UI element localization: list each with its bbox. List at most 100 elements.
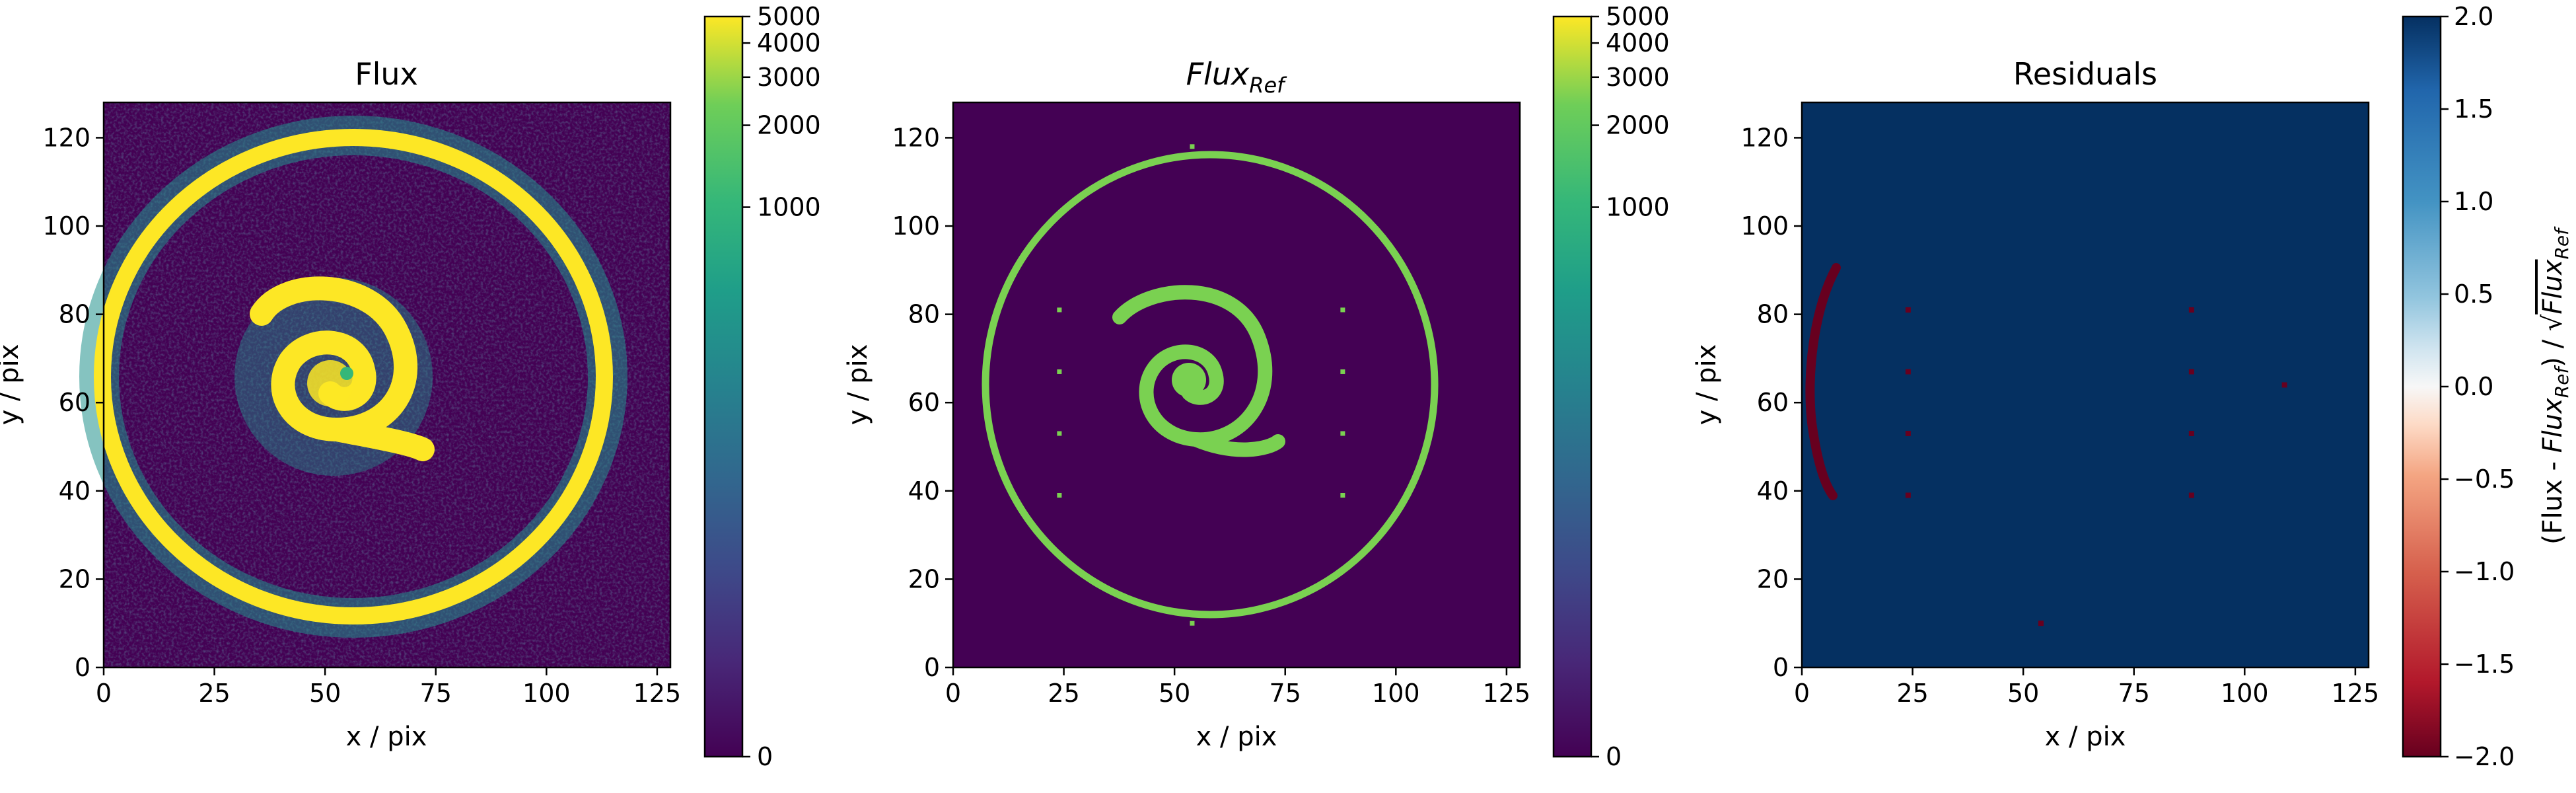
residuals-y-tick-label: 120 — [1740, 123, 1789, 152]
negative-spot — [2188, 492, 2194, 498]
panel-flux-ref-title: FluxRef — [1186, 56, 1288, 98]
flux-ref-x-tick-label: 100 — [1372, 679, 1420, 708]
flux-ref-core — [1172, 363, 1206, 397]
point-source — [1057, 492, 1062, 498]
flux-y-tick-label: 0 — [75, 653, 90, 682]
residuals-frame — [1801, 101, 2370, 669]
cbar-label-part-5: Flux — [2538, 259, 2568, 314]
residuals-x-tick-label: 75 — [2118, 679, 2150, 708]
negative-spot — [2188, 430, 2194, 436]
residuals-negative-arc — [1805, 263, 1841, 500]
residuals-x-tick-label: 50 — [2007, 679, 2039, 708]
point-source — [1057, 369, 1062, 374]
residuals-x-tick-label: 25 — [1896, 679, 1928, 708]
flux-y-tick-label: 120 — [42, 123, 90, 152]
residuals-colorbar-tick-label: −1.0 — [2454, 557, 2515, 586]
flux-x-ticks: 0 25 50 75 100 125 — [96, 667, 681, 708]
residuals-y-tick-label: 40 — [1757, 476, 1789, 506]
residuals-colorbar-tick-label: −0.5 — [2454, 465, 2515, 494]
point-source — [1057, 307, 1062, 313]
point-source — [1190, 621, 1195, 626]
flux-x-tick-label: 25 — [198, 679, 230, 708]
negative-spot — [1905, 492, 1911, 498]
residuals-xlabel: x / pix — [2045, 722, 2126, 752]
flux-ref-y-tick-label: 20 — [908, 564, 940, 593]
flux-xlabel: x / pix — [346, 722, 427, 752]
flux-colorbar-tick-label: 4000 — [757, 28, 821, 57]
flux-ref-title-sub: Ref — [1249, 73, 1287, 98]
flux-x-tick-label: 125 — [633, 679, 682, 708]
residuals-colorbar-tick-label: −1.5 — [2454, 650, 2515, 679]
residuals-x-tick-label: 125 — [2332, 679, 2380, 708]
flux-ref-xlabel: x / pix — [1196, 722, 1277, 752]
point-source — [1190, 144, 1195, 149]
flux-ref-ylabel: y / pix — [843, 344, 873, 426]
panel-residuals-title: Residuals — [2013, 56, 2157, 92]
cbar-label-part-1: (Flux - — [2538, 453, 2568, 545]
point-source — [1057, 431, 1062, 436]
negative-spot — [1816, 311, 1822, 317]
residuals-y-tick-label: 20 — [1757, 564, 1789, 593]
flux-ref-y-tick-label: 80 — [908, 300, 940, 329]
flux-ref-y-tick-label: 40 — [908, 476, 940, 506]
residuals-colorbar-label: (Flux - FluxRef) / √FluxRef — [2538, 226, 2573, 545]
negative-spot — [2281, 382, 2287, 388]
flux-colorbar — [703, 15, 744, 758]
flux-x-tick-label: 0 — [96, 679, 112, 708]
residuals-colorbar-tick-label: 0.0 — [2454, 372, 2493, 401]
residuals-y-tick-label: 0 — [1773, 653, 1789, 682]
flux-ref-background — [953, 102, 1520, 667]
point-source — [1340, 492, 1345, 498]
flux-y-tick-label: 40 — [59, 476, 90, 506]
point-source — [1340, 431, 1345, 436]
residuals-y-tick-label: 60 — [1757, 388, 1789, 417]
flux-ref-x-tick-label: 25 — [1048, 679, 1079, 708]
point-source — [1340, 307, 1345, 313]
flux-ref-x-tick-label: 0 — [945, 679, 961, 708]
residuals-colorbar — [2402, 15, 2442, 758]
flux-ref-colorbar-tick-label: 5000 — [1606, 2, 1670, 31]
cbar-label-part-3: Ref — [2551, 365, 2573, 398]
flux-ref-y-tick-label: 60 — [908, 388, 940, 417]
cbar-label-part-2: Flux — [2538, 398, 2568, 453]
flux-ref-image — [953, 102, 1520, 667]
negative-spot — [1905, 307, 1911, 313]
point-source — [1433, 383, 1439, 387]
panel-residuals: Residuals 0 25 50 75 100 125 020406080100120 … — [1692, 2, 2573, 771]
residuals-y-tick-label: 100 — [1740, 211, 1789, 241]
residuals-x-tick-label: 100 — [2221, 679, 2269, 708]
residuals-background — [1802, 102, 2369, 667]
residuals-colorbar-tick-label: 0.5 — [2454, 280, 2493, 309]
cbar-label-part-6: Ref — [2551, 226, 2573, 260]
flux-ref-colorbar-tick-label: 0 — [1606, 742, 1622, 771]
residuals-image — [1802, 102, 2369, 667]
flux-image — [79, 102, 670, 667]
flux-core-spot — [340, 367, 353, 380]
flux-ref-x-tick-label: 75 — [1270, 679, 1301, 708]
flux-ref-y-tick-label: 120 — [892, 123, 940, 152]
residuals-colorbar-tick-label: 1.0 — [2454, 187, 2493, 216]
flux-ref-y-tick-label: 0 — [924, 653, 940, 682]
flux-y-ticks: 0 20 40 60 80 100 120 — [42, 123, 104, 682]
flux-ref-title-main: Flux — [1186, 56, 1250, 92]
flux-ref-colorbar-tick-label: 4000 — [1606, 28, 1670, 57]
panel-flux: Flux 0 25 50 75 100 125 0 20 40 60 80 100 120 x / p… — [0, 2, 821, 771]
flux-outer-ring — [94, 129, 613, 624]
flux-colorbar-tick-label: 3000 — [757, 63, 821, 92]
flux-x-tick-label: 50 — [309, 679, 341, 708]
flux-y-tick-label: 60 — [59, 388, 90, 417]
negative-spot — [1905, 369, 1911, 375]
flux-ref-spiral — [1112, 285, 1285, 457]
flux-ref-x-tick-label: 125 — [1483, 679, 1531, 708]
flux-ref-colorbar-tick-label: 2000 — [1606, 111, 1670, 140]
flux-ref-x-tick-label: 50 — [1159, 679, 1190, 708]
residuals-x-tick-label: 0 — [1794, 679, 1810, 708]
residuals-y-ticks: 0 20 40 60 80 100 120 — [1740, 123, 1802, 682]
flux-x-tick-label: 75 — [420, 679, 452, 708]
cbar-label-part-4: ) / √ — [2538, 314, 2568, 367]
point-source — [1340, 369, 1345, 374]
flux-y-tick-label: 80 — [59, 300, 90, 329]
